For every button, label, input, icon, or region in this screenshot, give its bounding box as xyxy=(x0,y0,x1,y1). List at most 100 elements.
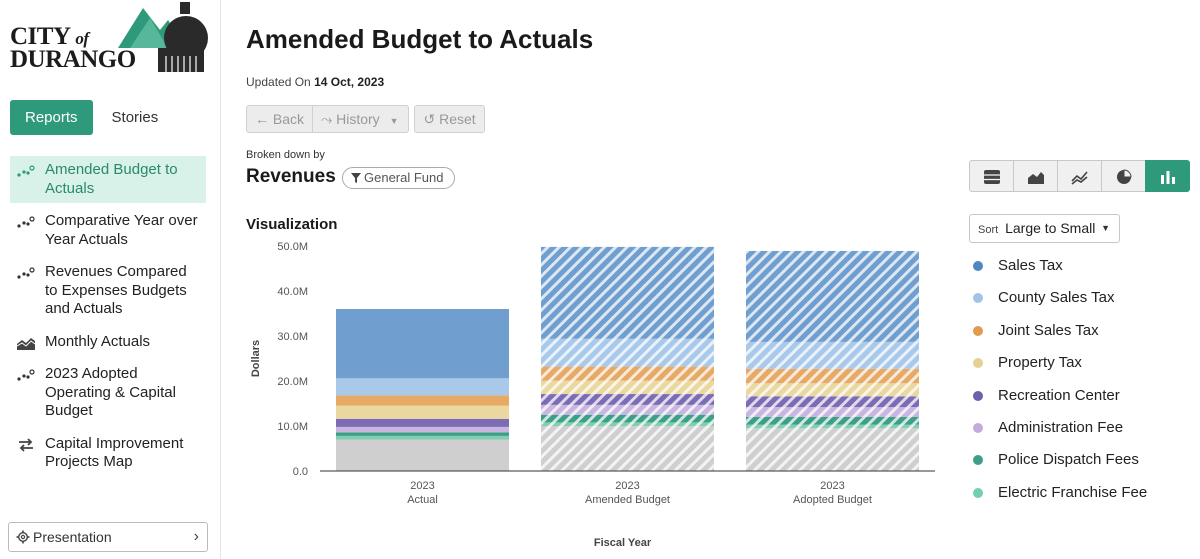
bar-segment xyxy=(746,417,919,425)
sidebar-item-monthly-actuals[interactable]: Monthly Actuals xyxy=(10,328,206,357)
gear-icon xyxy=(16,530,30,544)
legend-label: Electric Franchise Fee xyxy=(998,483,1148,501)
legend-item[interactable]: Electric Franchise Fee xyxy=(973,483,1147,515)
legend-item[interactable]: Administration Fee xyxy=(973,418,1147,450)
table-icon xyxy=(984,170,1000,184)
city-logo[interactable]: CITY of DURANGO xyxy=(8,0,208,76)
x-axis-label: Fiscal Year xyxy=(594,537,652,549)
legend-swatch xyxy=(973,261,983,271)
area-chart-icon xyxy=(1028,172,1044,184)
bar-segment xyxy=(541,394,714,405)
bar-segment xyxy=(746,396,919,408)
table-view-button[interactable] xyxy=(969,160,1014,192)
legend-label: Sales Tax xyxy=(998,257,1063,274)
bar-chart-icon xyxy=(1161,171,1175,184)
bar-segment xyxy=(541,380,714,395)
bar-segment xyxy=(541,366,714,381)
stacked-bar-chart: 0.0 10.0M 20.0M 30.0M 40.0M 50.0M Dollars 2023 A… xyxy=(250,241,935,549)
page-title: Amended Budget to Actuals xyxy=(246,24,594,54)
area-view-button[interactable] xyxy=(1013,160,1058,192)
line-chart-icon xyxy=(1071,171,1088,185)
bar-segment xyxy=(746,407,919,417)
x-tick-label: 2023 xyxy=(615,480,639,492)
breakdown-value[interactable]: Revenues xyxy=(246,166,336,187)
sidebar: CITY of DURANGO Reports Stories Amended … xyxy=(0,0,221,559)
area-chart-icon xyxy=(16,337,36,350)
legend-item[interactable]: Property Tax xyxy=(973,353,1147,385)
bar-segment xyxy=(336,432,509,436)
filter-icon xyxy=(351,173,361,183)
breakdown-label: Broken down by xyxy=(246,149,325,161)
filter-chip[interactable]: General Fund xyxy=(342,167,455,189)
bar-view-button[interactable] xyxy=(1145,160,1190,192)
chart-type-toggle xyxy=(969,160,1190,192)
bar-segment xyxy=(746,341,919,369)
legend-item[interactable]: Sales Tax xyxy=(973,256,1147,288)
bar-segment xyxy=(746,428,919,471)
bar-segment xyxy=(541,246,714,339)
x-tick-label: Actual xyxy=(407,494,438,506)
visualization-heading: Visualization xyxy=(246,216,338,233)
bar-segment xyxy=(336,439,509,471)
logo-wordmark: CITY of DURANGO xyxy=(10,23,136,73)
legend-swatch xyxy=(973,358,983,369)
pie-view-button[interactable] xyxy=(1101,160,1146,192)
tab-stories[interactable]: Stories xyxy=(111,109,159,126)
bar-segment xyxy=(336,309,509,379)
legend-swatch xyxy=(973,422,983,433)
mountain-train-icon xyxy=(118,2,208,72)
legend-label: Administration Fee xyxy=(998,418,1124,436)
sidebar-item-revenues-expenses[interactable]: Revenues Compared to Expenses Budgets an… xyxy=(10,258,206,324)
bar-segment xyxy=(336,395,509,406)
updated-timestamp: Updated On 14 Oct, 2023 xyxy=(246,75,385,89)
legend-item[interactable]: Recreation Center xyxy=(973,386,1147,418)
bar-segment xyxy=(336,435,509,440)
legend-swatch xyxy=(973,325,983,336)
presentation-button[interactable]: Presentation › xyxy=(8,522,208,552)
sidebar-item-comparative-year[interactable]: Comparative Year over Year Actuals xyxy=(10,207,206,254)
back-button[interactable]: ← Back xyxy=(246,105,314,133)
bar-segment xyxy=(746,383,919,397)
y-tick-label: 50.0M xyxy=(277,241,308,253)
sidebar-item-amended-budget[interactable]: Amended Budget to Actuals xyxy=(10,156,206,203)
bar-segment xyxy=(336,426,509,433)
legend-item[interactable]: Police Dispatch Fees xyxy=(973,450,1147,482)
bar-segment xyxy=(541,426,714,471)
caret-down-icon: ▼ xyxy=(389,116,399,126)
reset-button[interactable]: ↺ Reset xyxy=(414,105,485,133)
chart-legend: Sales Tax County Sales Tax Joint Sales Tax… xyxy=(973,256,1147,515)
y-axis-label: Dollars xyxy=(250,340,262,377)
legend-item[interactable]: Joint Sales Tax xyxy=(973,321,1147,353)
legend-swatch xyxy=(973,487,983,498)
legend-item[interactable]: County Sales Tax xyxy=(973,288,1147,320)
x-tick-label: 2023 xyxy=(410,480,434,492)
report-list: Amended Budget to Actuals Comparative Ye… xyxy=(10,156,206,481)
history-dropdown[interactable]: ⤳ History ▼ xyxy=(313,105,410,133)
history-toolbar: ← Back ⤳ History ▼ ↺ Reset xyxy=(246,105,485,133)
sidebar-item-adopted-budget[interactable]: 2023 Adopted Operating & Capital Budget xyxy=(10,360,206,426)
y-tick-label: 30.0M xyxy=(277,331,308,343)
bar-segment xyxy=(746,368,919,384)
y-tick-label: 10.0M xyxy=(277,421,308,433)
legend-label: Property Tax xyxy=(998,354,1082,372)
reset-icon: ↺ xyxy=(423,111,436,127)
arrow-left-icon: ← xyxy=(255,111,269,127)
sort-dropdown[interactable]: Sort Large to Small ▼ xyxy=(969,214,1120,243)
bar-segment xyxy=(746,250,919,342)
scatter-dots-icon xyxy=(17,369,35,381)
legend-label: Recreation Center xyxy=(998,386,1120,404)
caret-down-icon: ▼ xyxy=(1101,223,1110,233)
legend-label: Police Dispatch Fees xyxy=(998,451,1139,469)
tab-reports[interactable]: Reports xyxy=(10,100,93,135)
swap-arrows-icon xyxy=(19,437,33,452)
bar-segment xyxy=(746,424,919,429)
line-view-button[interactable] xyxy=(1057,160,1102,192)
legend-label: Joint Sales Tax xyxy=(998,321,1099,339)
x-tick-label: 2023 xyxy=(820,480,844,492)
bar-segment xyxy=(541,338,714,367)
sidebar-item-capital-projects-map[interactable]: Capital Improvement Projects Map xyxy=(10,430,206,477)
sidebar-tabs: Reports Stories xyxy=(10,100,173,135)
x-tick-label: Adopted Budget xyxy=(793,494,872,506)
legend-swatch xyxy=(973,293,983,304)
chevron-right-icon: › xyxy=(193,528,199,545)
